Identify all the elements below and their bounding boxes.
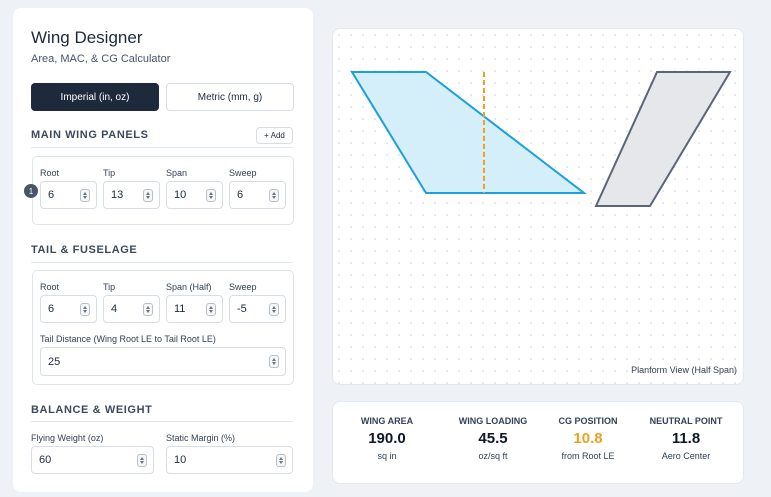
field-label: Sweep bbox=[229, 168, 257, 178]
spinner[interactable] bbox=[206, 302, 216, 316]
number-input[interactable]: 10 bbox=[166, 181, 223, 209]
spinner[interactable] bbox=[206, 188, 216, 202]
section-title: MAIN WING PANELS bbox=[31, 129, 149, 141]
title: Wing Designer bbox=[31, 28, 143, 47]
unit-button[interactable]: Metric (mm, g) bbox=[166, 83, 294, 111]
input-value: 11 bbox=[174, 303, 186, 315]
number-input[interactable]: 6 bbox=[40, 181, 97, 209]
wing-outline bbox=[350, 71, 587, 194]
stat-unit: oz/sq ft bbox=[478, 451, 508, 461]
divider bbox=[31, 262, 293, 263]
spinner[interactable] bbox=[276, 453, 286, 467]
input-value: 10 bbox=[174, 189, 187, 201]
divider bbox=[31, 147, 293, 148]
number-input[interactable]: 6 bbox=[229, 181, 286, 209]
number-input[interactable]: 10 bbox=[166, 446, 293, 474]
spinner[interactable] bbox=[80, 188, 90, 202]
stat-label: WING LOADING bbox=[458, 416, 528, 426]
field-label: Static Margin (%) bbox=[166, 433, 236, 443]
number-input[interactable]: 11 bbox=[166, 295, 223, 323]
number-input[interactable]: -5 bbox=[229, 295, 286, 323]
field-label: Tip bbox=[103, 282, 116, 292]
stat-value: 190.0 bbox=[368, 430, 406, 447]
input-value: 6 bbox=[237, 189, 244, 201]
panel-index: 1 bbox=[24, 184, 38, 198]
stat-value: 10.8 bbox=[573, 430, 603, 447]
input-value: 10 bbox=[174, 454, 187, 466]
section-title: TAIL & FUSELAGE bbox=[31, 244, 138, 256]
input-value: 25 bbox=[48, 355, 61, 368]
stat-label: WING AREA bbox=[360, 416, 414, 426]
number-input[interactable]: 25 bbox=[40, 347, 286, 376]
divider bbox=[31, 421, 293, 422]
input-value: 6 bbox=[48, 303, 55, 315]
field-label: Root bbox=[40, 282, 60, 292]
number-input[interactable]: 6 bbox=[40, 295, 97, 323]
spinner[interactable] bbox=[269, 188, 279, 202]
field-label: Sweep bbox=[229, 282, 257, 292]
field-label: Span bbox=[166, 168, 188, 178]
input-value: -5 bbox=[237, 303, 247, 315]
stat-value: 11.8 bbox=[671, 430, 701, 447]
tail-outline bbox=[594, 71, 732, 207]
stat-unit: sq in bbox=[377, 451, 397, 461]
spinner[interactable] bbox=[137, 453, 147, 467]
input-value: 4 bbox=[111, 303, 118, 315]
add-button[interactable]: + Add bbox=[256, 127, 293, 144]
field-label: Tail Distance (Wing Root LE to Tail Root… bbox=[40, 334, 216, 344]
spinner[interactable] bbox=[143, 302, 153, 316]
subtitle: Area, MAC, & CG Calculator bbox=[31, 53, 171, 65]
spinner[interactable] bbox=[269, 302, 279, 316]
plot-caption: Planform View (Half Span) bbox=[631, 365, 737, 375]
stat-label: CG POSITION bbox=[558, 416, 618, 426]
field-label: Flying Weight (oz) bbox=[31, 433, 104, 443]
stats-card bbox=[332, 401, 744, 484]
field-label: Root bbox=[40, 168, 60, 178]
number-input[interactable]: 4 bbox=[103, 295, 160, 323]
field-label: Span (Half) bbox=[166, 282, 212, 292]
stat-unit: from Root LE bbox=[561, 451, 615, 461]
stat-label: NEUTRAL POINT bbox=[649, 416, 723, 426]
panel bbox=[32, 270, 294, 385]
spinner[interactable] bbox=[269, 355, 279, 368]
unit-button[interactable]: Imperial (in, oz) bbox=[31, 83, 159, 111]
field-label: Tip bbox=[103, 168, 116, 178]
input-value: 13 bbox=[111, 189, 124, 201]
input-value: 60 bbox=[39, 454, 52, 466]
input-value: 6 bbox=[48, 189, 55, 201]
number-input[interactable]: 60 bbox=[31, 446, 154, 474]
section-title: BALANCE & WEIGHT bbox=[31, 404, 153, 416]
spinner[interactable] bbox=[80, 302, 90, 316]
number-input[interactable]: 13 bbox=[103, 181, 160, 209]
stat-unit: Aero Center bbox=[661, 451, 711, 461]
spinner[interactable] bbox=[143, 188, 153, 202]
stat-value: 45.5 bbox=[478, 430, 508, 447]
